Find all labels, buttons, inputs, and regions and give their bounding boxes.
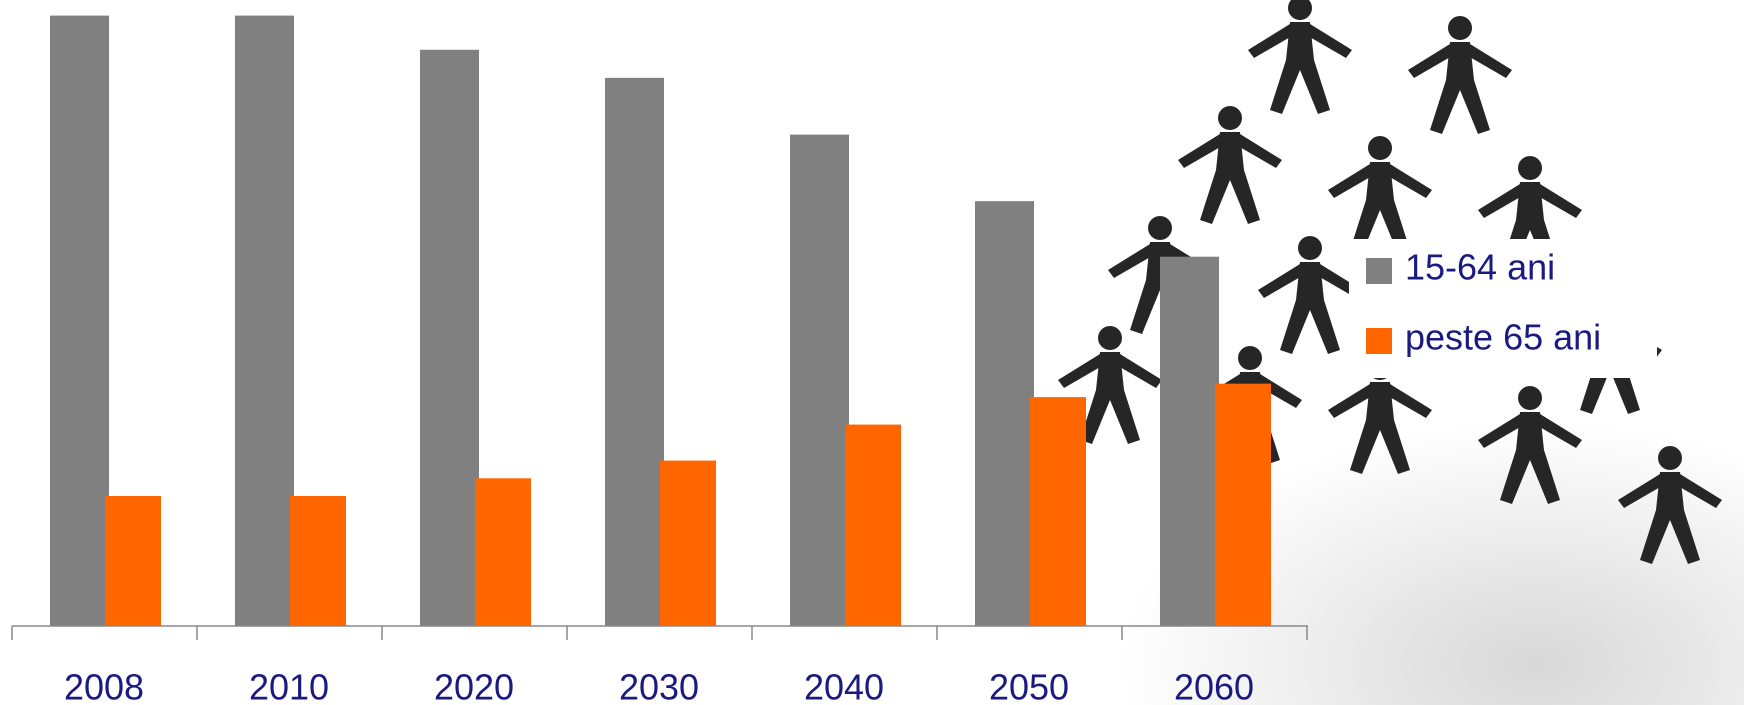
bar xyxy=(1160,256,1219,626)
legend: 15-64 ani peste 65 ani xyxy=(1349,239,1657,378)
plot-area xyxy=(50,15,1271,627)
bar xyxy=(1030,397,1086,626)
bar xyxy=(975,201,1034,626)
bar xyxy=(105,495,161,626)
legend-swatch xyxy=(1366,328,1392,354)
bar xyxy=(50,15,109,627)
bar xyxy=(790,134,849,627)
bar xyxy=(235,15,294,627)
bar xyxy=(605,77,664,627)
x-tick-label: 2008 xyxy=(64,667,144,705)
x-tick-label: 2010 xyxy=(249,667,329,705)
x-tick-label: 2030 xyxy=(619,667,699,705)
bar xyxy=(845,424,901,626)
bar xyxy=(660,460,716,626)
x-tick-label: 2050 xyxy=(989,667,1069,705)
legend-swatch xyxy=(1366,258,1392,284)
x-tick-label: 2040 xyxy=(804,667,884,705)
legend-label: peste 65 ani xyxy=(1405,317,1601,358)
legend-box xyxy=(1349,239,1657,378)
bar xyxy=(420,49,479,626)
x-tick-label: 2060 xyxy=(1174,667,1254,705)
bar xyxy=(290,495,346,626)
legend-label: 15-64 ani xyxy=(1405,247,1555,288)
bar xyxy=(1215,383,1271,626)
bar xyxy=(475,478,531,626)
x-tick-label: 2020 xyxy=(434,667,514,705)
